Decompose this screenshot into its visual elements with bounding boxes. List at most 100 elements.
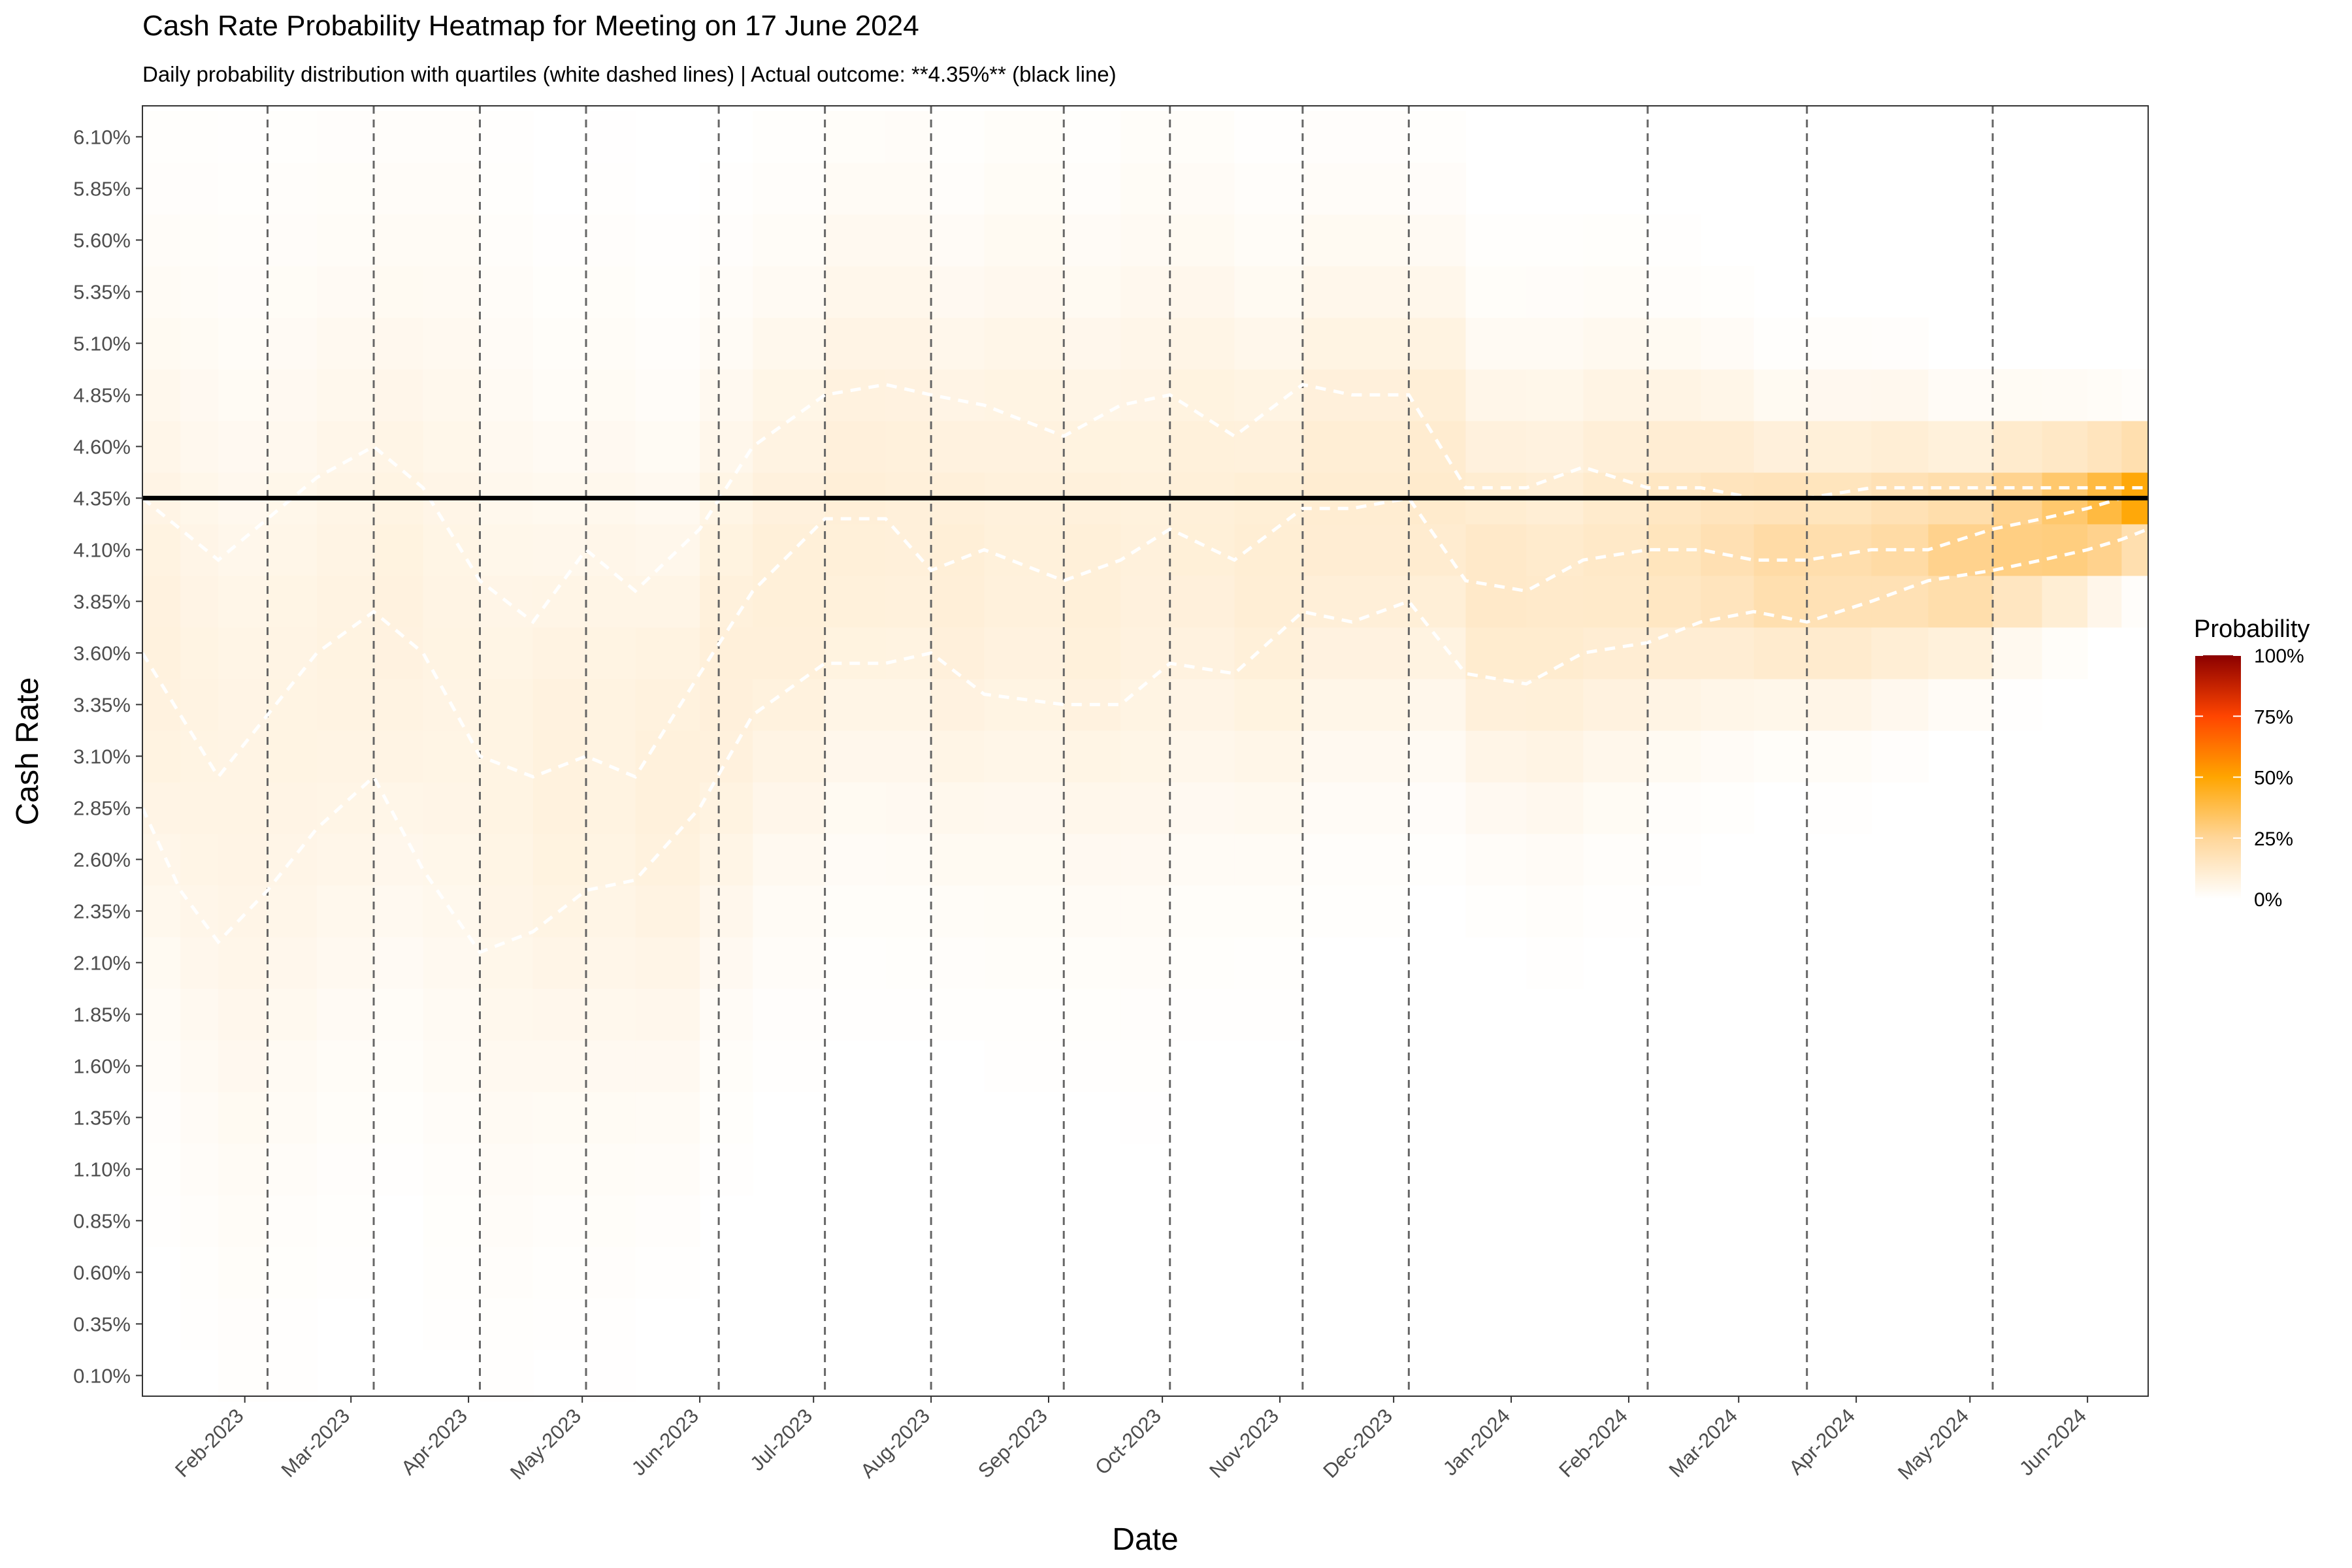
heatmap-cell	[1648, 781, 1701, 834]
heatmap-cell	[885, 317, 932, 370]
heatmap-cell	[423, 110, 481, 163]
heatmap-cell	[753, 627, 826, 679]
x-tick-label: Oct-2023	[1090, 1404, 1166, 1479]
heatmap-cell	[931, 110, 985, 163]
heatmap-cell	[423, 1039, 481, 1092]
heatmap-cell	[180, 730, 219, 783]
heatmap-cell	[931, 214, 985, 267]
heatmap-cell	[317, 885, 374, 938]
legend-ticks: 100% 75% 50% 25% 0%	[2195, 645, 2304, 911]
heatmap-cell	[1648, 833, 1701, 886]
heatmap-cell	[317, 678, 374, 731]
heatmap-cell	[2042, 420, 2088, 473]
heatmap-cell	[753, 781, 826, 834]
heatmap-cell	[1169, 162, 1235, 215]
heatmap-cell	[1648, 420, 1701, 473]
heatmap-cell	[635, 1039, 700, 1092]
heatmap-cell	[532, 575, 587, 628]
heatmap-cell	[423, 1091, 481, 1144]
heatmap-cell	[1583, 214, 1648, 267]
heatmap-cell	[142, 1143, 181, 1196]
heatmap-cell	[753, 885, 826, 938]
heatmap-cell	[317, 523, 374, 576]
x-axis-title: Date	[1112, 1522, 1178, 1557]
heatmap-cell	[180, 368, 219, 421]
heatmap-cell	[317, 1143, 374, 1196]
heatmap-cell	[1465, 317, 1527, 370]
heatmap-cell	[931, 730, 985, 783]
heatmap-cell	[1169, 730, 1235, 783]
heatmap-cell	[1234, 988, 1303, 1041]
heatmap-cell	[586, 1194, 636, 1247]
heatmap-cell	[635, 936, 700, 989]
heatmap-cell	[480, 523, 534, 576]
heatmap-cell	[374, 988, 423, 1041]
heatmap-cell	[984, 575, 1064, 628]
heatmap-cell	[1064, 575, 1121, 628]
heatmap-cell	[1302, 627, 1352, 679]
heatmap-cell	[1234, 730, 1303, 783]
heatmap-cell	[984, 368, 1064, 421]
heatmap-cell	[1120, 420, 1171, 473]
heatmap-cell	[700, 730, 753, 783]
heatmap-cell	[984, 627, 1064, 679]
y-tick-label: 2.35%	[73, 900, 131, 923]
x-axis: Feb-2023 Mar-2023 Apr-2023 May-2023 Jun-2023…	[171, 1396, 2091, 1484]
heatmap-cell	[825, 420, 887, 473]
heatmap-cell	[700, 988, 753, 1041]
heatmap-cell	[1234, 936, 1303, 989]
heatmap-cell	[1754, 575, 1808, 628]
heatmap-cell	[1583, 265, 1648, 318]
heatmap-cell	[1648, 214, 1701, 267]
heatmap-cell	[218, 1349, 269, 1402]
heatmap-cell	[885, 833, 932, 886]
heatmap-cell	[635, 317, 700, 370]
heatmap-cell	[180, 833, 219, 886]
heatmap-cell	[218, 317, 269, 370]
heatmap-cell	[1526, 936, 1584, 989]
heatmap-cell	[700, 1143, 753, 1196]
heatmap-cell	[885, 214, 932, 267]
heatmap-cell	[1928, 368, 1993, 421]
heatmap-cell	[317, 420, 374, 473]
heatmap-cell	[374, 678, 423, 731]
quartile-line-q1	[140, 527, 2149, 955]
heatmap-cell	[753, 523, 826, 576]
heatmap-cell	[1754, 368, 1808, 421]
heatmap-cell	[218, 833, 269, 886]
heatmap-cell	[267, 678, 318, 731]
y-tick-label: 6.10%	[73, 125, 131, 148]
heatmap-cell	[1928, 627, 1993, 679]
heatmap-cell	[753, 1039, 826, 1092]
heatmap-cell	[586, 265, 636, 318]
heatmap-cell	[1169, 265, 1235, 318]
heatmap-cell	[1064, 317, 1121, 370]
x-tick-label: Jun-2023	[627, 1404, 703, 1480]
heatmap-cell	[142, 627, 181, 679]
heatmap-cell	[2042, 627, 2088, 679]
heatmap-cell	[1120, 317, 1171, 370]
heatmap-cell	[1064, 730, 1121, 783]
heatmap-cell	[1234, 523, 1303, 576]
y-tick-label: 1.60%	[73, 1054, 131, 1077]
heatmap-cell	[1583, 678, 1648, 731]
heatmap-cell	[1583, 781, 1648, 834]
heatmap-cell	[1234, 781, 1303, 834]
heatmap-cell	[423, 214, 481, 267]
heatmap-cell	[885, 162, 932, 215]
heatmap-cell	[1234, 214, 1303, 267]
heatmap-cell	[1234, 265, 1303, 318]
heatmap-cell	[1234, 368, 1303, 421]
heatmap-cell	[218, 420, 269, 473]
heatmap-cell	[1064, 162, 1121, 215]
heatmap-cell	[1169, 988, 1235, 1041]
heatmap-cell	[825, 317, 887, 370]
heatmap-cell	[1302, 833, 1352, 886]
heatmap-cell	[1871, 678, 1929, 731]
heatmap-cell	[142, 781, 181, 834]
heatmap-cell	[635, 730, 700, 783]
heatmap-cell	[825, 781, 887, 834]
heatmap-cell	[635, 214, 700, 267]
y-tick-label: 1.10%	[73, 1158, 131, 1181]
